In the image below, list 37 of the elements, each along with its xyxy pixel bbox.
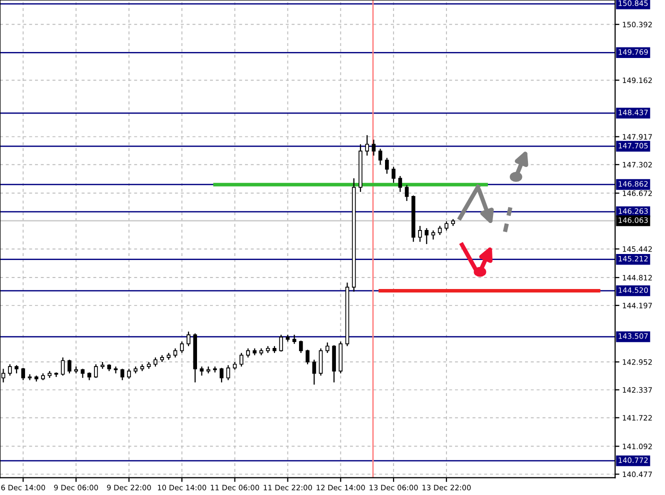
candlestick — [385, 157, 389, 174]
candlestick — [398, 175, 402, 192]
candlestick — [392, 166, 396, 184]
candlestick — [226, 364, 230, 381]
candlestick — [299, 340, 303, 354]
candlestick — [372, 139, 376, 156]
candlestick — [186, 331, 190, 347]
candlestick — [404, 184, 409, 202]
candlestick — [306, 349, 310, 365]
candlestick — [173, 348, 178, 358]
candlestick — [318, 348, 323, 376]
candlestick — [154, 356, 158, 368]
candlestick — [127, 368, 131, 380]
candlestick — [365, 134, 369, 156]
candlestick — [60, 356, 65, 376]
candlestick — [180, 341, 184, 354]
candlestick — [418, 225, 422, 242]
candlestick — [8, 364, 12, 376]
candlestick — [431, 230, 436, 240]
candlestick — [68, 359, 72, 374]
candlestick — [200, 366, 204, 376]
candlestick — [120, 368, 124, 381]
candlestick — [279, 334, 284, 352]
candlestick — [444, 220, 448, 231]
candlestick — [438, 225, 442, 236]
candlestick — [94, 364, 98, 378]
candlestick — [246, 348, 250, 358]
candlestick — [292, 334, 296, 344]
candlestick — [21, 367, 26, 381]
candlestick — [424, 228, 429, 245]
candlestick — [312, 359, 316, 386]
candlestick — [240, 352, 244, 368]
candlestick — [378, 148, 382, 166]
candlestick — [80, 368, 85, 378]
candlestick — [220, 367, 224, 383]
candlestick — [325, 342, 330, 354]
candlestick — [28, 374, 32, 381]
